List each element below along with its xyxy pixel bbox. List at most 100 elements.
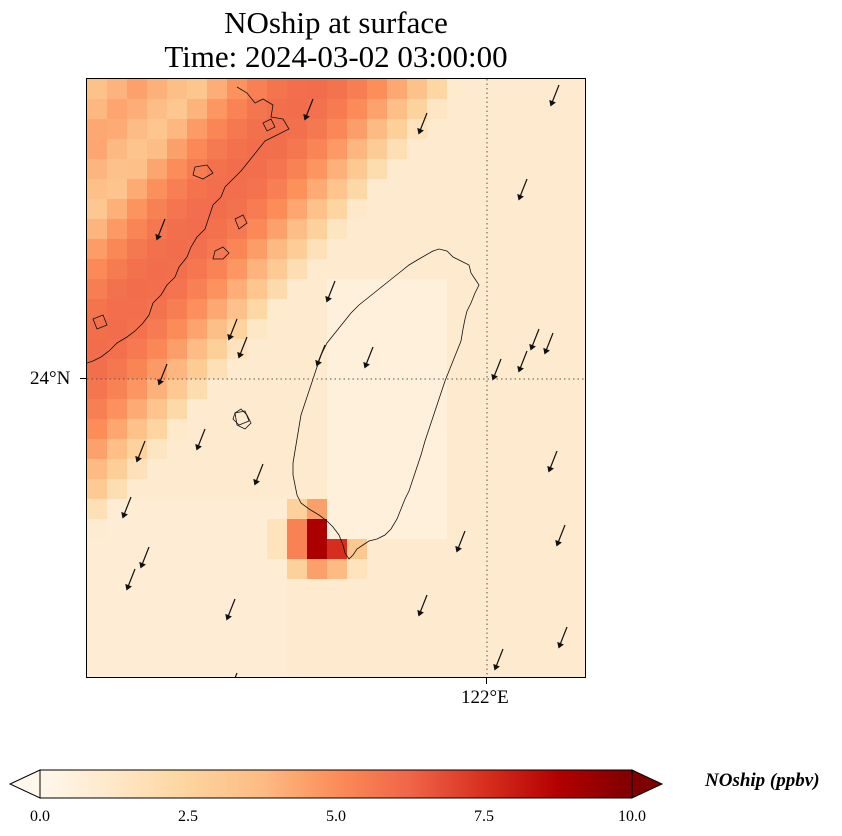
heatmap-cell [187,99,208,120]
heatmap-cell [427,279,448,300]
heatmap-cell [247,619,268,640]
heatmap-cell [247,599,268,620]
heatmap-cell [507,299,528,320]
heatmap-cell [347,259,368,280]
heatmap-cell [147,139,168,160]
wind-arrow-head [237,351,244,359]
heatmap-cell [427,519,448,540]
wind-arrow-head [557,641,564,649]
heatmap-cell [147,179,168,200]
heatmap-cell [447,599,468,620]
heatmap-cell [427,359,448,380]
heatmap-cell [547,579,568,600]
heatmap-cell [447,459,468,480]
heatmap-cell [447,499,468,520]
heatmap-cell [207,559,228,580]
heatmap-cell [127,359,148,380]
heatmap-cell [407,439,428,460]
heatmap-cell [247,539,268,560]
heatmap-cell [247,459,268,480]
map-plot-area[interactable] [86,78,586,678]
wind-arrow-head [417,127,424,135]
heatmap-cell [427,639,448,660]
wind-arrow-head [135,455,142,463]
wind-arrow-shaft [255,463,264,481]
wind-arrow-shaft [419,112,428,130]
heatmap-cell [127,459,148,480]
heatmap-cell [367,579,388,600]
heatmap-cell [367,139,388,160]
heatmap-cell [527,619,548,640]
heatmap-cell [467,139,488,160]
heatmap-cell [567,579,585,600]
heatmap-cell [567,179,585,200]
wind-arrow-shaft [123,496,132,514]
wind-arrow-shaft [457,530,466,548]
heatmap-cell [227,439,248,460]
heatmap-cell [547,179,568,200]
heatmap-cell [287,239,308,260]
heatmap-cell [287,539,308,560]
heatmap-cell [87,359,108,380]
heatmap-cell [547,379,568,400]
heatmap-cell [367,359,388,380]
heatmap-cell [447,99,468,120]
heatmap-cell [127,219,148,240]
heatmap-cell [387,279,408,300]
heatmap-cell [147,459,168,480]
heatmap-cell [407,639,428,660]
heatmap-cell [387,299,408,320]
heatmap-cell [227,79,248,100]
heatmap-cell [247,439,268,460]
heatmap-cell [567,499,585,520]
heatmap-cell [107,619,128,640]
wind-arrow-shaft [239,336,248,354]
heatmap-cell [307,199,328,220]
heatmap-cell [327,639,348,660]
heatmap-cell [407,219,428,240]
heatmap-cell [547,339,568,360]
heatmap-cell [167,79,188,100]
latitude-tick-mark [80,378,86,379]
heatmap-cell [207,459,228,480]
heatmap-cell [327,619,348,640]
heatmap-cell [207,659,228,677]
heatmap-cell [207,99,228,120]
heatmap-cell [227,179,248,200]
heatmap-cell [327,399,348,420]
heatmap-cell [567,339,585,360]
heatmap-cell [507,139,528,160]
heatmap-cell [367,199,388,220]
heatmap-cell [427,259,448,280]
heatmap-cell [267,319,288,340]
heatmap-cell [387,639,408,660]
wind-arrow-shaft [229,318,238,336]
heatmap-cell [327,659,348,677]
heatmap-cell [527,259,548,280]
heatmap-cell [507,579,528,600]
heatmap-cell [227,119,248,140]
heatmap-cell [507,419,528,440]
heatmap-cell [387,199,408,220]
heatmap-cell [547,199,568,220]
heatmap-cell [367,319,388,340]
heatmap-cell [487,499,508,520]
heatmap-cell [567,459,585,480]
heatmap-cell [567,419,585,440]
heatmap-cell [507,399,528,420]
heatmap-cell [527,359,548,380]
heatmap-cell [387,519,408,540]
heatmap-cell [447,379,468,400]
wind-arrow-shaft [234,672,238,677]
heatmap-cell [307,419,328,440]
heatmap-cell [387,99,408,120]
heatmap-cell [227,579,248,600]
heatmap-cell [487,639,508,660]
heatmap-cell [147,579,168,600]
heatmap-cell [507,159,528,180]
heatmap-cell [407,119,428,140]
heatmap-cell [367,559,388,580]
heatmap-cell [507,79,528,100]
heatmap-cells [87,79,585,677]
heatmap-cell [227,399,248,420]
